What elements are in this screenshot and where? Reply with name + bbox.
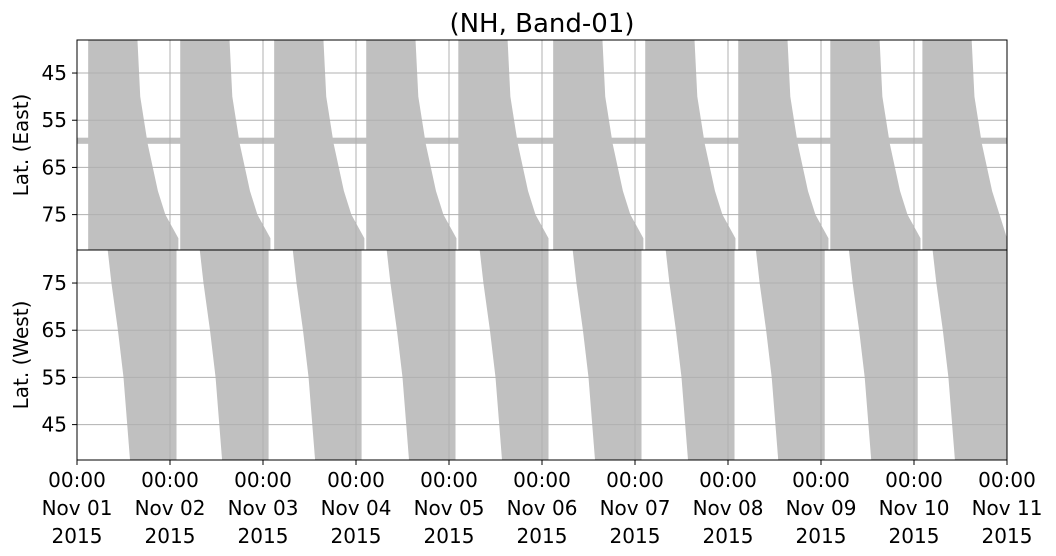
y-tick-label: 75 [42, 203, 67, 227]
coverage-area [180, 40, 271, 250]
y-tick-label: 45 [42, 413, 67, 437]
coverage-area [107, 250, 177, 460]
y-tick-label: 65 [42, 155, 67, 179]
x-tick-label: 00:00 Nov 09 2015 [786, 468, 857, 548]
chart-title: (NH, Band-01) [449, 9, 634, 39]
y-tick-label: 45 [42, 61, 67, 85]
x-tick-label: 00:00 Nov 02 2015 [135, 468, 206, 548]
x-tick-label: 00:00 Nov 11 2015 [972, 468, 1043, 548]
coverage-area [199, 250, 269, 460]
plot-area [77, 40, 1007, 250]
coverage-area [292, 250, 362, 460]
coverage-area [553, 40, 644, 250]
y-tick-label: 65 [42, 318, 67, 342]
coverage-area [479, 250, 549, 460]
coverage-area [386, 250, 456, 460]
x-tick-label: 00:00 Nov 06 2015 [507, 468, 578, 548]
y-tick-label: 55 [42, 108, 67, 132]
x-tick-label: 00:00 Nov 03 2015 [228, 468, 299, 548]
coverage-area [932, 250, 1007, 460]
x-tick-label: 00:00 Nov 10 2015 [879, 468, 950, 548]
coverage-area [848, 250, 918, 460]
coverage-area [738, 40, 829, 250]
x-tick-label: 00:00 Nov 04 2015 [321, 468, 392, 548]
coverage-area [645, 40, 736, 250]
y-tick-label: 75 [42, 271, 67, 295]
coverage-area [755, 250, 825, 460]
coverage-area [572, 250, 642, 460]
coverage-area [366, 40, 457, 250]
coverage-area [458, 40, 549, 250]
coverage-area [922, 40, 1007, 250]
y-axis-label: Lat. (West) [9, 301, 33, 410]
x-tick-label: 00:00 Nov 08 2015 [693, 468, 764, 548]
y-tick-label: 55 [42, 365, 67, 389]
coverage-area [88, 40, 179, 250]
y-axis-label: Lat. (East) [9, 94, 33, 197]
x-tick-label: 00:00 Nov 05 2015 [414, 468, 485, 548]
plot-area [107, 250, 1007, 460]
x-tick-label: 00:00 Nov 07 2015 [600, 468, 671, 548]
coverage-area [274, 40, 365, 250]
coverage-area [830, 40, 921, 250]
coverage-area [665, 250, 735, 460]
x-tick-label: 00:00 Nov 01 2015 [42, 468, 113, 548]
